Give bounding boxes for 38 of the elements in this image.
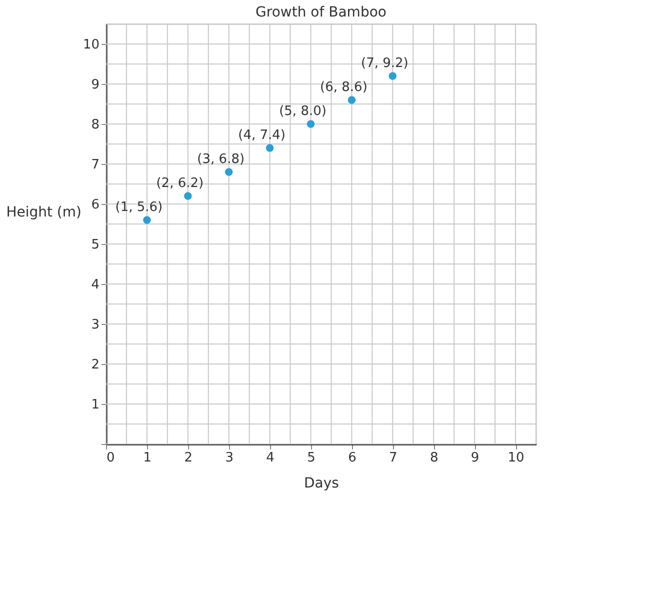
point — [266, 144, 274, 152]
y-tick-label: 7 — [91, 158, 100, 172]
x-tick-label: 4 — [266, 450, 274, 466]
x-tick-label: 1 — [143, 450, 152, 466]
x-tick-label: 8 — [430, 450, 438, 466]
data-label: (5, 8.0) — [279, 104, 326, 119]
x-tick-label: 2 — [184, 450, 193, 466]
data-label: (1, 5.6) — [115, 200, 163, 215]
chart-title: Growth of Bamboo — [256, 4, 386, 20]
point — [388, 72, 397, 80]
x-tick-label: 9 — [470, 450, 480, 466]
data-label: (7, 9.2) — [360, 56, 408, 71]
point — [348, 96, 356, 104]
point — [224, 168, 233, 176]
y-tick-label: 8 — [91, 118, 100, 132]
data-label: (4, 7.4) — [238, 128, 286, 143]
y-tick-label: 1 — [91, 398, 100, 412]
y-tick-label: 2 — [91, 358, 100, 372]
point — [306, 120, 315, 128]
x-tick-label: 3 — [225, 450, 234, 466]
x-axis-title: Days — [304, 476, 339, 492]
y-tick-label: 6 — [91, 198, 100, 212]
y-tick-label: 4 — [91, 278, 100, 292]
data-label: (3, 6.8) — [197, 152, 245, 167]
data-label: (6, 8.6) — [320, 80, 368, 95]
point — [143, 216, 151, 224]
x-tick-label: 6 — [348, 450, 356, 466]
y-tick-label: 3 — [91, 318, 100, 332]
data-label: (2, 6.2) — [156, 176, 204, 191]
point — [184, 192, 192, 200]
x-tick-label: 7 — [389, 450, 398, 466]
y-axis-title: Height (m) — [6, 204, 82, 220]
y-tick-label: 9 — [91, 78, 100, 92]
y-tick-label: 10 — [82, 38, 100, 52]
x-tick-label: 5 — [307, 450, 316, 466]
x-tick-label: 0 — [106, 450, 115, 466]
x-tick-label: 10 — [508, 450, 524, 466]
y-tick-label: 5 — [91, 238, 100, 252]
